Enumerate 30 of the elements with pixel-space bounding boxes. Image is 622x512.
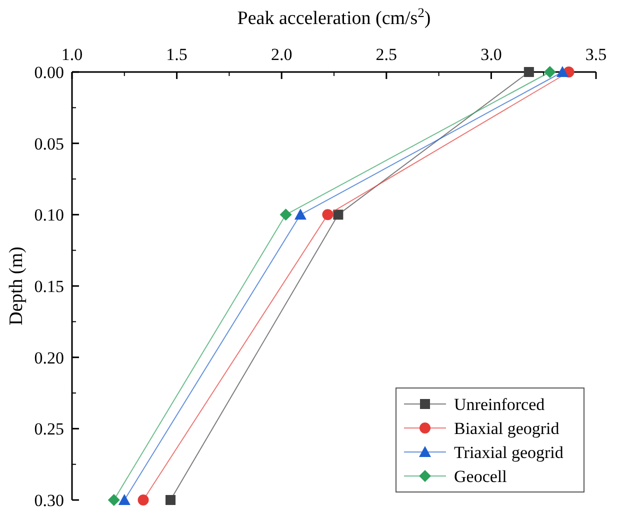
point xyxy=(294,208,306,220)
legend-label: Biaxial geogrid xyxy=(454,418,560,438)
legend-label: Unreinforced xyxy=(454,394,546,414)
x-axis-title: Peak acceleration (cm/s$^{2}$) xyxy=(237,4,431,29)
point xyxy=(166,495,176,505)
point xyxy=(108,494,120,506)
x-tick-label: 1.5 xyxy=(166,45,188,64)
point xyxy=(524,67,534,77)
x-tick-label: 2.0 xyxy=(270,45,292,64)
point xyxy=(556,66,568,77)
y-tick-label: 0.15 xyxy=(34,276,64,296)
point xyxy=(138,494,149,506)
legend-label: Triaxial geogrid xyxy=(454,442,564,462)
point xyxy=(333,210,344,220)
x-tick-label: 3.5 xyxy=(585,45,607,64)
y-tick-label: 0.00 xyxy=(34,62,64,82)
point xyxy=(118,494,130,505)
x-tick-label: 2.5 xyxy=(376,45,398,64)
y-tick-label: 0.25 xyxy=(34,420,64,439)
legend-label: Geocell xyxy=(454,466,508,486)
point xyxy=(544,66,556,78)
y-tick-label: 0.10 xyxy=(34,206,64,225)
y-axis-title: Depth (m) xyxy=(6,246,27,326)
x-tick-label: 3.0 xyxy=(480,45,502,64)
x-tick-label: 1.0 xyxy=(61,45,83,64)
point xyxy=(322,209,334,220)
point xyxy=(280,208,292,221)
y-tick-label: 0.20 xyxy=(34,348,64,368)
y-tick-label: 0.30 xyxy=(34,490,64,510)
y-tick-label: 0.05 xyxy=(34,134,64,154)
